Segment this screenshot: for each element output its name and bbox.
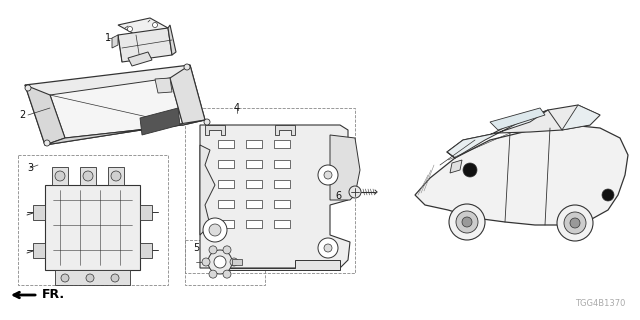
Polygon shape [25, 85, 65, 145]
Polygon shape [562, 105, 600, 130]
Polygon shape [218, 220, 234, 228]
Text: 6: 6 [335, 191, 341, 201]
Circle shape [55, 171, 65, 181]
Polygon shape [246, 160, 262, 168]
Polygon shape [218, 180, 234, 188]
Polygon shape [246, 220, 262, 228]
Circle shape [152, 22, 157, 28]
Polygon shape [80, 167, 96, 185]
Circle shape [111, 274, 119, 282]
Polygon shape [218, 160, 234, 168]
Text: TGG4B1370: TGG4B1370 [575, 299, 625, 308]
Polygon shape [168, 25, 176, 55]
Text: 5: 5 [193, 243, 199, 253]
Polygon shape [118, 18, 168, 35]
Circle shape [209, 270, 217, 278]
Polygon shape [55, 270, 130, 285]
Circle shape [25, 85, 31, 91]
Circle shape [462, 217, 472, 227]
Circle shape [324, 244, 332, 252]
Circle shape [61, 274, 69, 282]
Polygon shape [155, 78, 172, 93]
Circle shape [449, 204, 485, 240]
Polygon shape [275, 125, 295, 135]
Polygon shape [128, 52, 152, 66]
Polygon shape [274, 200, 290, 208]
Circle shape [223, 246, 231, 254]
Polygon shape [140, 205, 152, 220]
Circle shape [223, 270, 231, 278]
Polygon shape [447, 110, 548, 158]
Polygon shape [205, 125, 225, 135]
Circle shape [349, 186, 361, 198]
Polygon shape [274, 220, 290, 228]
Circle shape [202, 258, 210, 266]
Text: 3: 3 [27, 163, 33, 173]
Polygon shape [45, 120, 205, 145]
Bar [185, 108, 355, 273]
Circle shape [204, 119, 210, 125]
Polygon shape [415, 125, 628, 225]
Circle shape [318, 165, 338, 185]
Circle shape [602, 189, 614, 201]
Polygon shape [33, 205, 45, 220]
Polygon shape [108, 167, 124, 185]
Polygon shape [33, 243, 45, 258]
Polygon shape [45, 185, 140, 270]
Circle shape [564, 212, 586, 234]
Polygon shape [246, 200, 262, 208]
Polygon shape [50, 78, 183, 138]
Circle shape [86, 274, 94, 282]
Polygon shape [490, 108, 545, 130]
Polygon shape [274, 180, 290, 188]
Polygon shape [274, 140, 290, 148]
Polygon shape [218, 260, 340, 270]
Polygon shape [232, 259, 242, 265]
Polygon shape [246, 180, 262, 188]
Polygon shape [52, 167, 68, 185]
Polygon shape [450, 160, 462, 173]
Polygon shape [246, 140, 262, 148]
Text: FR.: FR. [42, 289, 65, 301]
Polygon shape [274, 160, 290, 168]
Polygon shape [218, 140, 234, 148]
Polygon shape [330, 135, 360, 200]
Circle shape [111, 171, 121, 181]
Text: 2: 2 [19, 110, 25, 120]
Polygon shape [447, 105, 600, 158]
Circle shape [184, 64, 190, 70]
Circle shape [324, 171, 332, 179]
Polygon shape [112, 35, 118, 48]
Polygon shape [200, 145, 215, 235]
Text: 4: 4 [234, 103, 240, 113]
Circle shape [127, 27, 132, 31]
Polygon shape [140, 243, 152, 258]
Polygon shape [218, 200, 234, 208]
Circle shape [318, 238, 338, 258]
Circle shape [83, 171, 93, 181]
Circle shape [203, 218, 227, 242]
Bar [18, 155, 168, 285]
Polygon shape [200, 125, 350, 268]
Polygon shape [118, 28, 172, 62]
Circle shape [557, 205, 593, 241]
Circle shape [209, 224, 221, 236]
Polygon shape [170, 65, 205, 125]
Circle shape [570, 218, 580, 228]
Circle shape [209, 246, 217, 254]
Circle shape [230, 258, 238, 266]
Polygon shape [140, 108, 180, 135]
Polygon shape [25, 65, 205, 145]
Text: 1: 1 [105, 33, 111, 43]
Circle shape [463, 163, 477, 177]
Circle shape [208, 250, 232, 274]
Circle shape [44, 140, 50, 146]
Circle shape [214, 256, 226, 268]
Bar [185, 240, 265, 285]
Circle shape [456, 211, 478, 233]
